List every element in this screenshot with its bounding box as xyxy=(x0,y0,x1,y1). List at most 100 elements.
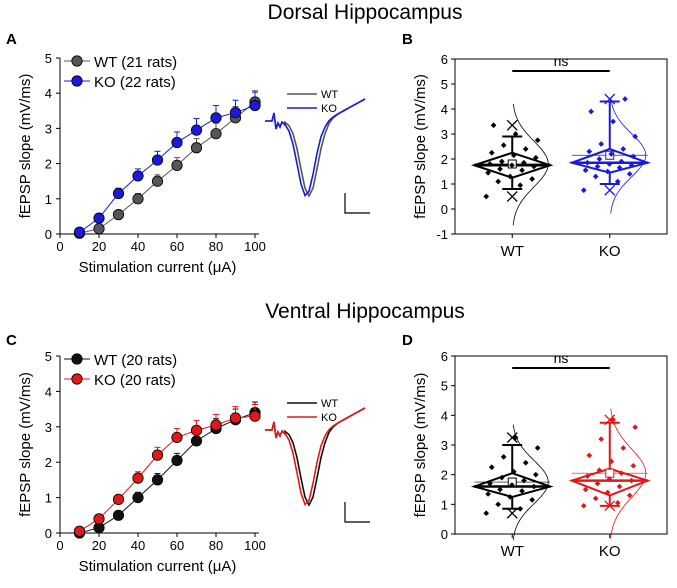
data-point xyxy=(628,162,635,169)
trace-line xyxy=(265,98,366,198)
data-point xyxy=(582,486,589,493)
x-tick-label: 100 xyxy=(244,239,266,254)
data-point xyxy=(592,495,599,502)
y-tick-label: 4 xyxy=(441,102,448,117)
data-point xyxy=(630,153,637,160)
data-point xyxy=(171,136,183,149)
legend-label: KO (20 rats) xyxy=(94,372,176,389)
data-point xyxy=(529,497,535,503)
data-point xyxy=(580,502,587,509)
y-tick-label: 1 xyxy=(45,192,52,207)
y-tick-label: 5 xyxy=(45,349,52,364)
data-point xyxy=(517,505,524,512)
y-tick-label: 0 xyxy=(441,202,448,217)
data-point xyxy=(608,151,615,157)
data-point xyxy=(618,158,625,165)
y-tick-label: 3 xyxy=(441,127,448,142)
data-point xyxy=(510,468,517,475)
series-line xyxy=(79,412,256,534)
data-point xyxy=(594,163,601,170)
distribution-curve xyxy=(610,97,647,214)
data-point xyxy=(522,146,529,152)
data-point xyxy=(614,500,621,506)
data-point xyxy=(210,128,222,140)
data-point xyxy=(622,96,628,102)
data-point xyxy=(151,175,164,187)
x-tick-label: 40 xyxy=(131,538,145,553)
y-tick-label: 6 xyxy=(441,349,448,364)
mean-marker xyxy=(605,468,615,478)
data-point xyxy=(510,152,517,159)
data-point xyxy=(614,178,621,185)
data-point xyxy=(507,173,513,180)
data-point xyxy=(229,412,242,424)
data-point xyxy=(495,178,502,185)
category-label: WT xyxy=(501,243,524,260)
data-point xyxy=(608,458,615,465)
data-point xyxy=(483,510,490,517)
x-tick-label: 0 xyxy=(56,239,63,254)
panel-d-chart: 0 1 2 3 4 5 6 fEPSP slope (mV/ms) WT KO ns xyxy=(412,349,668,560)
data-point xyxy=(132,170,144,182)
series-line xyxy=(79,415,256,532)
y-tick-label: 2 xyxy=(45,157,52,172)
y-axis-label: fEPSP slope (mV/ms) xyxy=(412,74,429,219)
panel-label-b: B xyxy=(402,31,413,48)
y-tick-label: -1 xyxy=(436,227,448,242)
data-point xyxy=(73,525,86,537)
x-axis-label: Stimulation current (μA) xyxy=(79,259,237,276)
x-tick-label: 20 xyxy=(92,239,106,254)
extreme-marker xyxy=(506,507,518,519)
y-tick-label: 5 xyxy=(441,77,448,92)
category-label: KO xyxy=(599,543,621,560)
legend-label: KO (22 rats) xyxy=(94,74,176,91)
trace-legend-label: KO xyxy=(321,103,337,115)
y-tick-label: 0 xyxy=(441,527,448,542)
data-point xyxy=(483,193,490,200)
data-point xyxy=(488,149,495,156)
panel-b-chart: -1 0 1 2 3 4 5 6 fEPSP slope (mV/ms) WT KO ns xyxy=(412,52,668,260)
data-point xyxy=(210,419,222,431)
data-point xyxy=(112,509,125,521)
y-axis-label: fEPSP slope (mV/ms) xyxy=(17,74,34,219)
y-tick-label: 6 xyxy=(441,52,448,67)
data-point xyxy=(521,477,527,484)
data-point xyxy=(190,424,203,436)
data-point xyxy=(620,146,627,152)
y-axis-label: fEPSP slope (mV/ms) xyxy=(17,372,34,517)
data-point xyxy=(171,159,183,171)
significance-label: ns xyxy=(554,53,569,69)
data-point xyxy=(487,161,493,167)
data-point xyxy=(485,169,491,176)
distribution-curve xyxy=(512,424,549,541)
data-point xyxy=(151,154,164,166)
data-point xyxy=(93,212,105,224)
ventral-title: Ventral Hippocampus xyxy=(265,300,465,323)
x-tick-label: 40 xyxy=(131,239,145,254)
y-tick-label: 2 xyxy=(441,152,448,167)
data-point xyxy=(500,454,507,460)
data-point xyxy=(582,167,589,174)
data-point xyxy=(626,492,633,499)
data-point xyxy=(495,501,502,508)
x-tick-label: 100 xyxy=(244,538,266,553)
panel-label-c: C xyxy=(6,332,17,349)
scale-bar xyxy=(344,193,370,214)
y-tick-label: 2 xyxy=(441,468,448,483)
x-tick-label: 20 xyxy=(92,538,106,553)
plot-frame xyxy=(454,355,668,535)
data-point xyxy=(586,452,593,459)
data-point xyxy=(171,431,183,444)
extreme-marker xyxy=(604,184,616,196)
y-tick-label: 5 xyxy=(45,51,52,66)
y-tick-label: 4 xyxy=(45,384,52,399)
data-point xyxy=(531,163,537,170)
panel-c-chart: 0 20 40 60 80 100 0 1 2 3 4 5 Stimulation current (μ… xyxy=(17,349,370,575)
y-tick-label: 1 xyxy=(441,497,448,512)
trace-line xyxy=(265,407,366,506)
y-tick-label: 4 xyxy=(45,86,52,101)
data-point xyxy=(73,226,86,238)
data-point xyxy=(598,436,605,442)
data-point xyxy=(519,488,525,494)
panel-label-d: D xyxy=(402,332,413,349)
